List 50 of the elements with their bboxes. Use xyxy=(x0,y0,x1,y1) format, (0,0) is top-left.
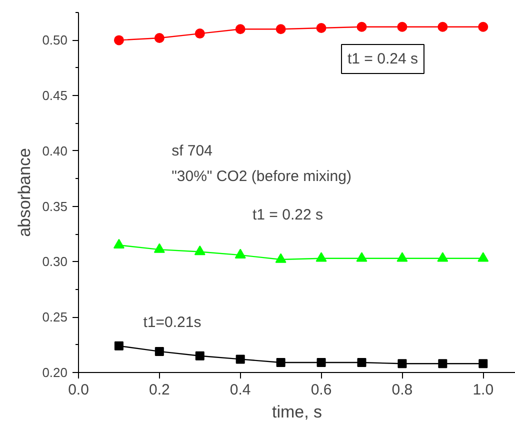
point xyxy=(397,22,408,32)
point xyxy=(438,359,448,368)
y-tick-label: 0.30 xyxy=(42,254,68,270)
annotation: t1 = 0.22 s xyxy=(252,206,323,224)
annotation: "30%" CO2 (before mixing) xyxy=(172,168,352,185)
annotation: t1 = 0.24 s xyxy=(348,50,418,68)
point xyxy=(396,252,408,262)
point xyxy=(236,354,245,364)
point xyxy=(316,252,327,262)
x-tick-label: 0.4 xyxy=(230,382,251,398)
point xyxy=(276,358,286,368)
x-tick-label: 0.6 xyxy=(310,382,332,398)
point xyxy=(316,23,326,33)
point xyxy=(356,22,367,32)
point xyxy=(154,346,164,356)
annotation: sf 704 xyxy=(172,142,212,160)
y-tick-label: 0.50 xyxy=(42,32,68,48)
point xyxy=(195,351,204,360)
point xyxy=(316,358,326,368)
point xyxy=(154,32,164,43)
point xyxy=(478,22,488,32)
y-tick-label: 0.45 xyxy=(42,88,68,104)
point xyxy=(194,245,206,256)
y-axis-title: absorbance xyxy=(15,148,34,237)
point xyxy=(357,358,366,368)
point xyxy=(478,252,489,262)
point xyxy=(114,341,124,350)
point xyxy=(356,252,368,262)
annotation: t1=0.21s xyxy=(143,314,202,332)
point xyxy=(478,359,488,368)
point xyxy=(234,248,246,258)
point xyxy=(114,35,124,46)
point xyxy=(438,22,448,32)
point xyxy=(276,24,286,34)
x-axis-title: time, s xyxy=(272,402,322,422)
x-tick-label: 0.8 xyxy=(392,382,413,398)
point xyxy=(113,238,124,248)
point xyxy=(235,24,246,34)
y-tick-label: 0.20 xyxy=(42,365,68,380)
point xyxy=(194,28,205,39)
point xyxy=(437,252,448,262)
y-tick-label: 0.40 xyxy=(42,143,68,158)
point xyxy=(398,359,407,368)
point xyxy=(275,253,286,263)
y-tick-label: 0.35 xyxy=(42,198,68,214)
y-tick-label: 0.25 xyxy=(42,310,68,325)
x-tick-label: 0.2 xyxy=(149,382,170,398)
point xyxy=(154,243,165,253)
x-tick-label: 1.0 xyxy=(472,382,494,398)
x-tick-label: 0.0 xyxy=(68,382,89,398)
